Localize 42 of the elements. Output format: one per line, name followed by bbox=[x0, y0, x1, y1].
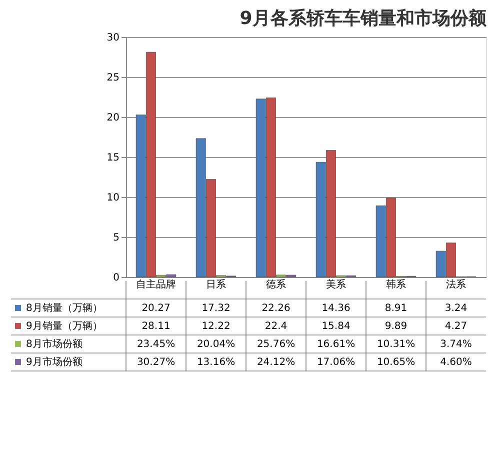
y-tick-label: 30 bbox=[106, 32, 120, 44]
data-label: 20.27 bbox=[142, 303, 170, 314]
data-label: 12.22 bbox=[202, 321, 230, 332]
data-label: 20.04% bbox=[196, 339, 236, 350]
data-label: 3.74% bbox=[440, 339, 472, 350]
data-label: 13.16% bbox=[196, 357, 236, 368]
x-tick-label: 德系 bbox=[266, 278, 286, 290]
data-label: 23.45% bbox=[136, 339, 176, 350]
x-tick-label: 美系 bbox=[326, 278, 346, 290]
x-tick-label: 日系 bbox=[206, 278, 226, 290]
chart-title: 9月各系轿车车销量和市场份额 bbox=[240, 8, 488, 29]
data-label: 17.06% bbox=[316, 357, 356, 368]
y-tick-label: 5 bbox=[113, 232, 120, 244]
data-label: 3.24 bbox=[444, 303, 468, 314]
data-label: 17.32 bbox=[202, 303, 230, 314]
data-label: 24.12% bbox=[256, 357, 296, 368]
x-tick-label: 法系 bbox=[446, 278, 466, 290]
x-tick-label: 自主品牌 bbox=[136, 278, 176, 290]
y-tick-label: 25 bbox=[106, 72, 120, 84]
y-tick-label: 20 bbox=[106, 112, 120, 124]
data-label: 4.27 bbox=[444, 321, 468, 332]
data-label: 14.36 bbox=[322, 303, 350, 314]
x-tick-label: 韩系 bbox=[386, 278, 406, 290]
data-label: 22.26 bbox=[262, 303, 290, 314]
data-label: 15.84 bbox=[322, 321, 350, 332]
data-label: 25.76% bbox=[256, 339, 296, 350]
data-label: 30.27% bbox=[136, 357, 176, 368]
legend-label: 8月销量（万辆） bbox=[26, 302, 102, 314]
data-label: 28.11 bbox=[142, 321, 170, 332]
y-tick-label: 0 bbox=[113, 272, 120, 284]
data-label: 9.89 bbox=[384, 321, 408, 332]
data-label: 10.65% bbox=[376, 357, 416, 368]
data-label: 4.60% bbox=[440, 357, 472, 368]
data-label: 22.4 bbox=[264, 321, 288, 332]
data-label: 16.61% bbox=[316, 339, 356, 350]
legend-label: 9月销量（万辆） bbox=[26, 320, 102, 332]
y-tick-label: 10 bbox=[106, 192, 120, 204]
legend-label: 8月市场份额 bbox=[26, 338, 82, 350]
y-tick-label: 15 bbox=[106, 152, 120, 164]
legend-label: 9月市场份额 bbox=[26, 356, 82, 368]
data-label: 8.91 bbox=[384, 303, 408, 314]
data-label: 10.31% bbox=[376, 339, 416, 350]
